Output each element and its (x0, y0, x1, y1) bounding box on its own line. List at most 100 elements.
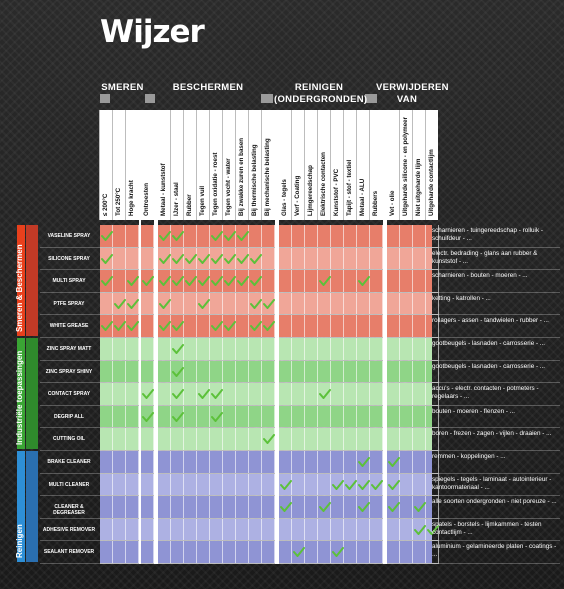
separator-bar (100, 94, 110, 103)
grid-cell (400, 247, 413, 271)
column-header-label: Niet uitgeharde lijm (415, 158, 422, 216)
grid-cell (210, 360, 223, 384)
grid-cell (100, 451, 113, 474)
grid-cell (126, 292, 139, 316)
grid-cell (113, 496, 126, 519)
grid-cell (171, 518, 184, 542)
grid-cell (344, 360, 357, 384)
column-header-label: Uitgeharde silicone - en polymeer (402, 116, 409, 216)
grid-cell (357, 518, 370, 542)
grid-cell (426, 518, 439, 542)
header-divider (317, 110, 318, 220)
grid-cell (158, 338, 171, 361)
checkmark-icon (198, 298, 210, 309)
grid-cell (318, 338, 331, 361)
header-divider (330, 110, 331, 220)
checkmark-icon (211, 253, 223, 264)
grid-cell (113, 247, 126, 271)
checkmark-icon (388, 457, 400, 467)
grid-cell (184, 315, 197, 338)
grid-cell (100, 518, 113, 542)
column-header-label: Bij mechanische belasting (264, 138, 271, 216)
grid-cell (184, 405, 197, 429)
checkmark-icon (358, 479, 370, 490)
grid-cell (184, 428, 197, 451)
grid-cell (126, 428, 139, 451)
grid-cell (171, 428, 184, 451)
grid-cell (331, 338, 344, 361)
grid-cell (141, 247, 154, 271)
grid-cell (113, 518, 126, 542)
grid-cell (331, 225, 344, 248)
grid-cell (357, 247, 370, 271)
usage-text: remmen - koppelingen - ... (432, 453, 506, 460)
grid-cell (262, 360, 275, 384)
checkmark-icon (101, 253, 113, 264)
usage-text: bouten - moeren - flenzen - ... (432, 407, 515, 415)
grid-cell (126, 360, 139, 384)
grid-cell (331, 360, 344, 384)
grid-cell (318, 451, 331, 474)
grid-cell (262, 292, 275, 316)
grid-cell (184, 473, 197, 497)
group-verwijderen: VERWIJDEREN VAN (376, 82, 449, 105)
group-reinigen: REINIGEN (ONDERGRONDEN) (274, 82, 368, 105)
checkmark-icon (332, 547, 344, 558)
grid-cell (171, 541, 184, 564)
grid-cell (370, 541, 383, 564)
usage-text: aluminium - gelamineerde platen - coatin… (432, 543, 557, 559)
grid-cell (413, 541, 426, 564)
grid-cell (197, 225, 210, 248)
grid-cell (279, 383, 292, 406)
column-header: Metaal - ALU (357, 110, 369, 220)
grid-cell (249, 338, 262, 361)
checkmark-icon (250, 321, 262, 332)
column-header-label: Glas - tegels (281, 179, 288, 216)
checkmark-icon (101, 231, 113, 241)
grid-cell (223, 383, 236, 406)
grid-cell (292, 428, 305, 451)
grid-cell (305, 338, 318, 361)
checkmark-icon (172, 411, 184, 422)
grid-cell (426, 225, 439, 248)
grid-cell (357, 451, 370, 474)
grid-cell (305, 225, 318, 248)
grid-cell (113, 338, 126, 361)
grid-cell (100, 428, 113, 451)
grid-cell (292, 247, 305, 271)
grid-cell (387, 225, 400, 248)
grid-cell (305, 541, 318, 564)
row-divider (40, 540, 560, 542)
column-header-label: Hoge kracht (128, 180, 135, 216)
column-header: Kunststof - PVC (331, 110, 343, 220)
column-header-label: Bij thermische belasting (251, 144, 258, 216)
checkmark-icon (211, 389, 223, 400)
grid-cell (249, 247, 262, 271)
grid-cell (249, 315, 262, 338)
product-name: VASELINE SPRAY (47, 233, 91, 239)
checkmark-icon (345, 479, 357, 490)
checkmark-icon (358, 276, 370, 287)
grid-cell (387, 451, 400, 474)
grid-cell (305, 247, 318, 271)
grid-cell (292, 338, 305, 361)
grid-cell (413, 383, 426, 406)
grid-cell (279, 451, 292, 474)
grid-cell (344, 383, 357, 406)
column-header: Ontroesten (141, 110, 153, 220)
grid-cell (100, 383, 113, 406)
grid-cell (426, 338, 439, 361)
grid-cell (249, 383, 262, 406)
grid-cell (370, 496, 383, 519)
grid-cell (184, 496, 197, 519)
checkmark-icon (388, 502, 400, 513)
grid-cell (113, 405, 126, 429)
grid-cell (141, 292, 154, 316)
grid-cell (344, 405, 357, 429)
grid-cell (184, 292, 197, 316)
grid-cell (400, 496, 413, 519)
grid-cell (370, 451, 383, 474)
grid-cell (279, 247, 292, 271)
grid-cell (426, 451, 439, 474)
grid-cell (236, 405, 249, 429)
